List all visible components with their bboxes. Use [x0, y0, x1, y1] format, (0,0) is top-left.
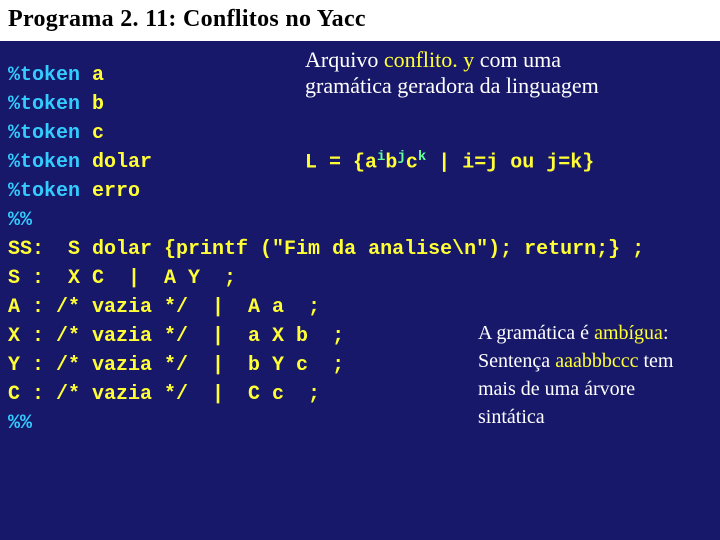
annot2-l1a: A gramática é — [478, 322, 594, 344]
formula-L: L = {a — [305, 152, 377, 175]
annot2-l2c: tem — [638, 350, 673, 372]
annot2-l1c: : — [663, 322, 669, 344]
language-formula: L = {aibjck | i=j ou j=k} — [305, 149, 594, 175]
annot2-l4: sintática — [478, 405, 710, 429]
formula-k: k — [418, 149, 426, 165]
formula-rest: | i=j ou j=k} — [426, 152, 594, 175]
formula-b: b — [385, 152, 397, 175]
annotation-ambiguous: A gramática é ambígua: Sentença aaabbbcc… — [478, 321, 710, 433]
slide-title: Programa 2. 11: Conflitos no Yacc — [0, 0, 720, 41]
annot2-l3: mais de uma árvore — [478, 377, 710, 401]
annot1-line1-rest: com uma — [474, 47, 561, 72]
annot1-line2: gramática geradora da linguagem — [305, 73, 705, 99]
formula-j: j — [397, 149, 405, 165]
annot2-l2b: aaabbbccc — [555, 350, 638, 372]
formula-c: c — [406, 152, 418, 175]
annot2-l2a: Sentença — [478, 350, 555, 372]
slide-content: %token a%token b%token c%token dolar%tok… — [0, 41, 720, 438]
annot1-prefix: Arquivo — [305, 47, 384, 72]
annot1-file: conflito. y — [384, 47, 474, 72]
annot2-l1b: ambígua — [594, 322, 663, 344]
annotation-file: Arquivo conflito. y com uma gramática ge… — [305, 47, 705, 99]
